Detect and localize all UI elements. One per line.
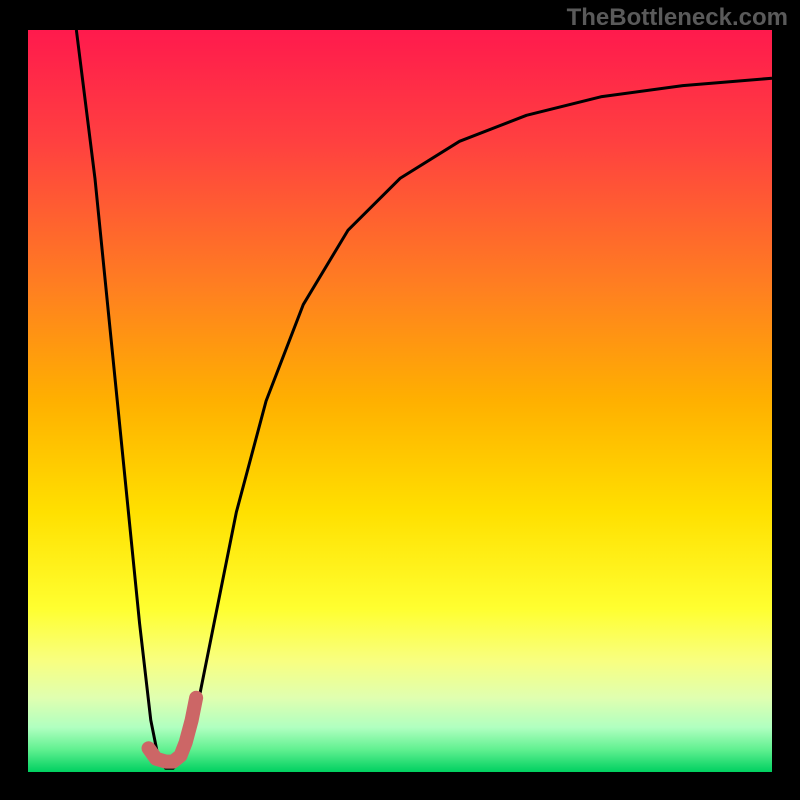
plot-background [28, 30, 772, 772]
watermark-text: TheBottleneck.com [567, 4, 788, 32]
bottleneck-chart [0, 0, 800, 800]
chart-container: TheBottleneck.com [0, 0, 800, 800]
